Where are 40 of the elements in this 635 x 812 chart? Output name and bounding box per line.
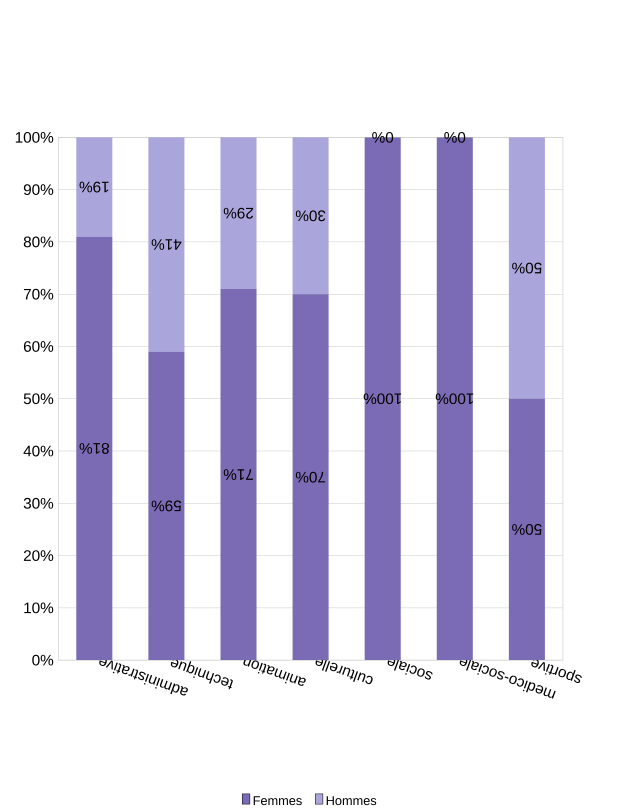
- y-tick-label: 70%: [24, 288, 54, 300]
- data-label: 0%: [372, 132, 394, 143]
- data-label: 50%: [512, 524, 542, 535]
- y-tick-label: 100%: [16, 132, 54, 143]
- data-label: 0%: [444, 132, 466, 143]
- data-label: 100%: [436, 393, 474, 404]
- y-tick-label: 80%: [24, 236, 54, 248]
- bar: [292, 137, 329, 294]
- bar: [220, 137, 257, 289]
- bar: [76, 137, 112, 237]
- bar: [508, 137, 545, 399]
- bar: [220, 288, 257, 660]
- data-label: 100%: [364, 393, 402, 404]
- legend-label: Hommes: [326, 796, 376, 806]
- x-tick-label: culturelle: [316, 658, 373, 684]
- y-tick-label: 90%: [24, 184, 54, 196]
- data-label: 59%: [152, 500, 182, 512]
- y-tick-label: 60%: [24, 341, 54, 352]
- y-tick-label: 50%: [24, 393, 54, 404]
- y-tick-label: 0%: [32, 654, 54, 666]
- data-label: 71%: [224, 469, 254, 480]
- y-tick-label: 20%: [24, 550, 54, 562]
- data-label: 70%: [296, 472, 326, 483]
- data-label: 29%: [224, 208, 254, 219]
- bar: [148, 352, 184, 660]
- bar: [76, 236, 112, 660]
- data-label: 41%: [152, 239, 182, 250]
- x-tick-label: animation: [243, 656, 306, 686]
- y-tick-label: 40%: [24, 446, 54, 456]
- data-label: 81%: [80, 443, 109, 454]
- data-label: 50%: [512, 262, 542, 274]
- bar: [292, 294, 329, 660]
- x-tick-label: sociale: [388, 658, 432, 680]
- bar: [148, 137, 184, 352]
- legend-label: Femmes: [254, 796, 302, 806]
- data-label: 30%: [296, 210, 326, 222]
- y-tick-label: 30%: [24, 498, 54, 509]
- y-tick-label: 10%: [24, 602, 54, 614]
- data-label: 19%: [80, 182, 108, 192]
- bar: [508, 398, 545, 660]
